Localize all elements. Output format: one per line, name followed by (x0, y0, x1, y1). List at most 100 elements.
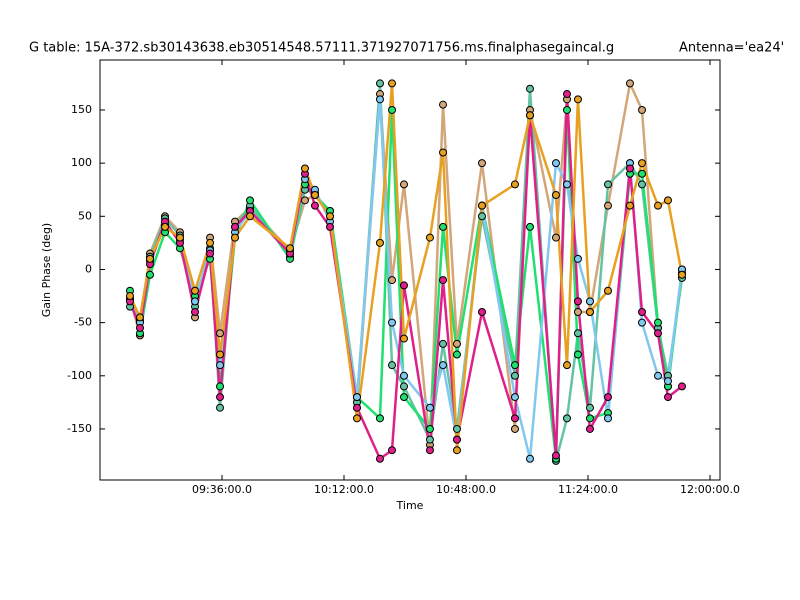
x-tick-label: 11:24:00.0 (558, 483, 618, 496)
data-point (439, 222, 448, 231)
data-point (399, 382, 408, 391)
y-tick-label: 0 (85, 262, 92, 275)
data-point (388, 446, 397, 455)
data-point (510, 414, 519, 423)
data-point (352, 393, 361, 402)
data-point (653, 371, 662, 380)
data-point (653, 201, 662, 210)
data-point (246, 196, 255, 205)
data-point (562, 90, 571, 99)
data-point (653, 329, 662, 338)
data-point (216, 361, 225, 370)
data-point (637, 159, 646, 168)
data-point (206, 249, 215, 258)
data-point (603, 393, 612, 402)
y-tick-label: 50 (78, 209, 92, 222)
data-point (573, 329, 582, 338)
data-point (510, 371, 519, 380)
data-point (510, 424, 519, 433)
data-point (425, 233, 434, 242)
data-point (325, 222, 334, 231)
data-point (230, 233, 239, 242)
data-point (525, 222, 534, 231)
data-point (573, 350, 582, 359)
data-point (216, 403, 225, 412)
data-point (625, 79, 634, 88)
data-point (637, 169, 646, 178)
x-tick-label: 10:48:00.0 (436, 483, 496, 496)
data-point (300, 164, 309, 173)
data-point (439, 100, 448, 109)
data-point (352, 414, 361, 423)
data-point (562, 414, 571, 423)
x-axis-label: Time (396, 499, 424, 512)
data-point (585, 424, 594, 433)
data-point (625, 201, 634, 210)
y-tick-label: 100 (71, 156, 92, 169)
data-point (551, 451, 560, 460)
data-point (125, 292, 134, 301)
data-point (375, 238, 384, 247)
data-point (375, 79, 384, 88)
data-point (603, 414, 612, 423)
data-point (603, 286, 612, 295)
series-line (128, 83, 684, 451)
data-point (388, 361, 397, 370)
data-point (637, 180, 646, 189)
data-point (439, 148, 448, 157)
data-point (425, 446, 434, 455)
data-point (145, 270, 154, 279)
data-point (439, 276, 448, 285)
y-tick-label: -150 (67, 422, 92, 435)
data-point (375, 414, 384, 423)
chart-title: G table: 15A-372.sb30143638.eb30514548.5… (29, 41, 614, 56)
data-point (399, 281, 408, 290)
data-point (653, 318, 662, 327)
data-point (191, 297, 200, 306)
data-point (399, 371, 408, 380)
data-point (375, 454, 384, 463)
data-point (510, 361, 519, 370)
data-point (573, 95, 582, 104)
data-point (562, 361, 571, 370)
data-point (562, 105, 571, 114)
data-point (562, 180, 571, 189)
data-point (585, 414, 594, 423)
data-point (663, 377, 672, 386)
data-point (399, 393, 408, 402)
data-point (637, 318, 646, 327)
data-point (135, 313, 144, 322)
data-point (551, 159, 560, 168)
chart-subtitle: Antenna='ea24' (679, 41, 784, 56)
data-point (573, 308, 582, 316)
data-point (145, 254, 154, 263)
data-point (452, 446, 461, 455)
data-point (216, 329, 225, 338)
data-point (206, 238, 215, 247)
data-point (637, 308, 646, 316)
data-point (663, 393, 672, 402)
x-tick-label: 09:36:00.0 (192, 483, 252, 496)
data-point (388, 276, 397, 285)
data-point (551, 233, 560, 242)
data-point (663, 196, 672, 205)
data-point (310, 191, 319, 200)
data-point (452, 350, 461, 359)
data-point (325, 212, 334, 221)
plot-area (125, 79, 686, 465)
data-point (425, 435, 434, 444)
data-point (230, 222, 239, 231)
data-point (452, 339, 461, 348)
data-point (300, 196, 309, 205)
data-point (175, 233, 184, 242)
data-point (477, 308, 486, 316)
data-point (525, 84, 534, 93)
data-point (286, 244, 295, 253)
data-point (388, 79, 397, 88)
data-point (161, 222, 170, 231)
data-point (573, 254, 582, 263)
data-point (388, 318, 397, 327)
plot-frame (99, 59, 721, 481)
data-point (452, 424, 461, 433)
